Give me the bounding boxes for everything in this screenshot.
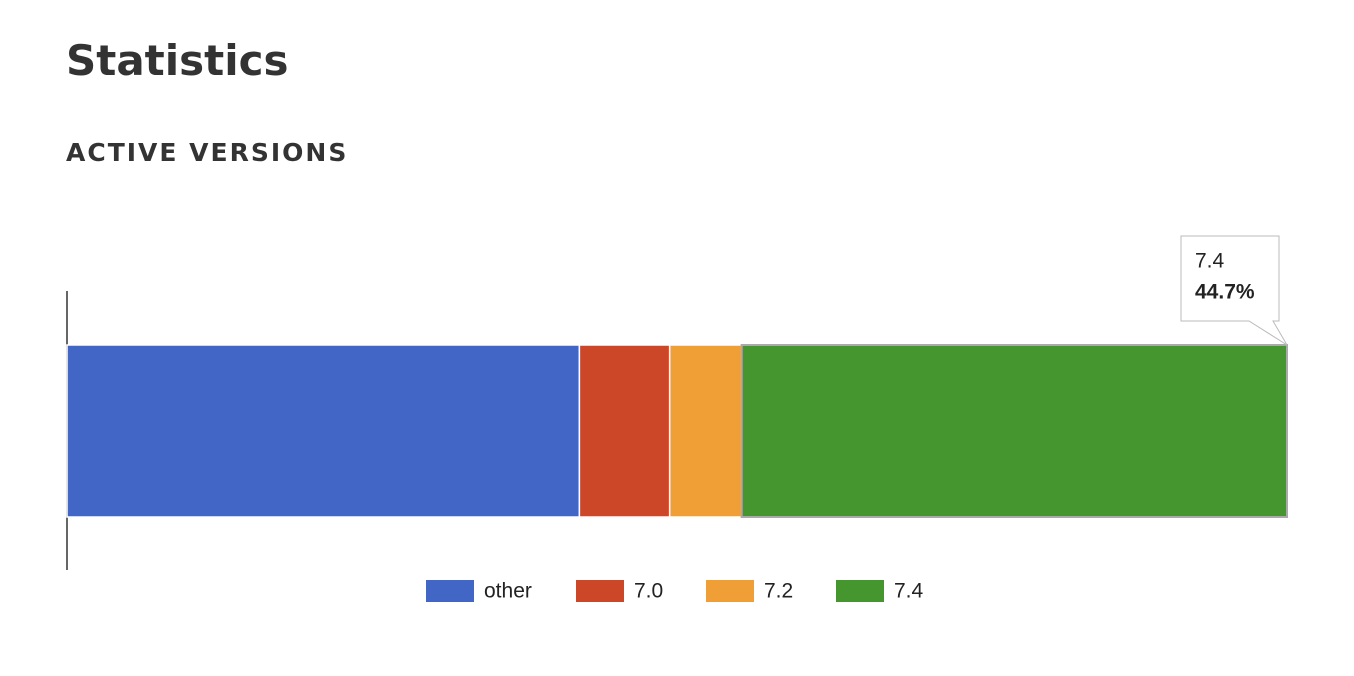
bar-segment: [66, 344, 581, 518]
legend-label: 7.0: [634, 580, 663, 603]
legend-swatch: [836, 580, 884, 602]
legend-swatch: [426, 580, 474, 602]
legend-swatch: [706, 580, 754, 602]
legend-swatch: [576, 580, 624, 602]
legend-label: 7.4: [894, 580, 924, 603]
bar-segment: [740, 344, 1288, 518]
tooltip-box: [1180, 235, 1288, 346]
legend-label: other: [484, 580, 532, 603]
bar-segment: [668, 344, 743, 518]
tooltip-series: 7.4: [1195, 250, 1225, 273]
tooltip-value: 44.7%: [1195, 281, 1255, 304]
page-heading: Statistics: [66, 36, 289, 85]
chart-title: ACTIVE VERSIONS: [66, 138, 349, 167]
legend: other 7.0 7.2 7.4: [426, 580, 924, 603]
legend-label: 7.2: [764, 580, 793, 603]
bar-segment: [578, 344, 671, 518]
